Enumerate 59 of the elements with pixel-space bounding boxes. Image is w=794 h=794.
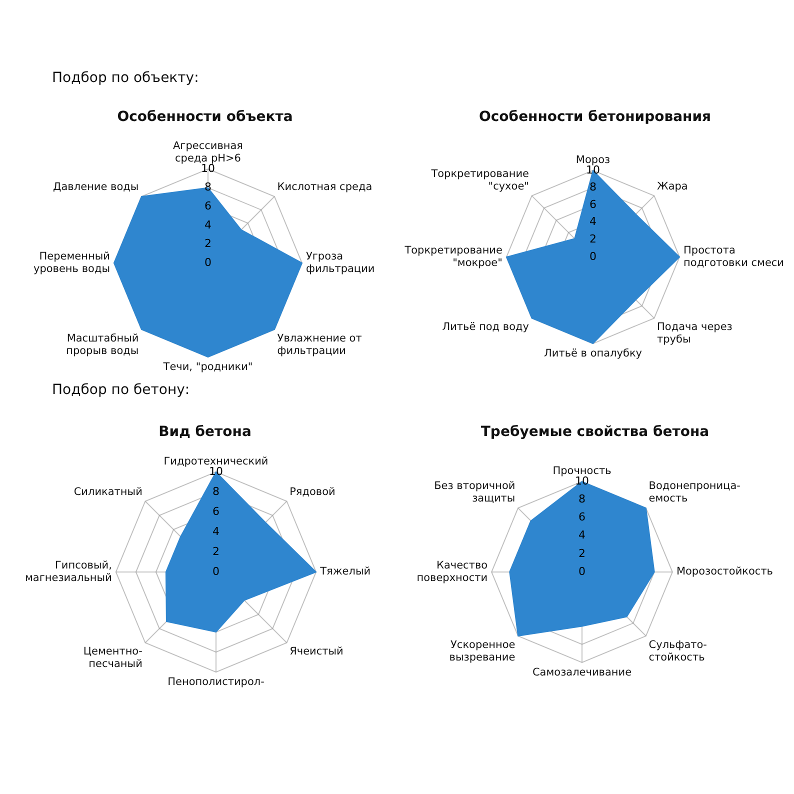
y-tick-label: 0 [204, 256, 212, 269]
y-tick-label: 6 [578, 510, 586, 524]
spoke-label: Цементно- песчаный [83, 646, 143, 670]
spoke-label: Ускоренное вызревание [449, 638, 516, 664]
spoke-label: Переменный уровень воды [33, 250, 110, 276]
spoke-label: Торкретирование "мокрое" [404, 244, 502, 270]
spoke-label: Морозостойкость [676, 566, 773, 578]
spoke-label: Литьё под воду [442, 321, 529, 334]
spoke-label: Самозалечивание [532, 666, 632, 678]
spoke-label: Ячеистый [290, 646, 344, 658]
spoke-label: Жара [657, 180, 688, 192]
y-tick-label: 4 [578, 528, 586, 542]
spoke-label: Качество поверхности [416, 559, 488, 584]
spoke-label: Мороз [576, 154, 610, 166]
spoke-label: Тяжелый [319, 566, 371, 578]
y-tick-label: 8 [578, 492, 586, 506]
y-tick-label: 4 [590, 215, 596, 228]
chart-title: Вид бетона [158, 424, 252, 440]
spoke-label: Прочность [552, 464, 612, 477]
y-tick-label: 2 [590, 232, 596, 246]
y-tick-label: 6 [590, 198, 596, 211]
spoke-label: Силикатный [74, 486, 142, 498]
spoke-label: Гидротехнический [164, 455, 268, 468]
y-tick-label: 0 [578, 564, 586, 578]
spoke-label: Масштабный прорыв воды [66, 332, 139, 357]
y-tick-label: 8 [212, 484, 220, 498]
text: Подбор по бетону: [52, 382, 190, 398]
spoke-label: Угроза фильтрации [306, 250, 375, 276]
y-tick-label: 4 [204, 218, 212, 232]
y-tick-label: 0 [212, 564, 220, 578]
spoke-label: Кислотная среда [277, 181, 372, 194]
spoke-label: Гипсовый, магнезиальный [24, 559, 112, 584]
y-tick-label: 2 [578, 546, 586, 560]
y-tick-label: 0 [590, 250, 596, 263]
spoke-label: Рядовой [290, 486, 336, 498]
y-tick-label: 2 [204, 237, 212, 250]
spoke-label: Пенополистирол- [168, 676, 265, 688]
y-tick-label: 2 [212, 544, 220, 558]
y-tick-label: 8 [590, 180, 596, 194]
spoke-label: Без вторичной защиты [434, 480, 516, 505]
y-tick-label: 6 [212, 504, 220, 518]
spoke-label: Торкретирование "сухое" [430, 168, 529, 192]
spoke-label: Течи, "родники" [162, 361, 253, 374]
y-tick-label: 10 [209, 464, 223, 478]
spoke-label: Простота подготовки смеси [684, 244, 784, 270]
spoke-label: Агрессивная среда pH>6 [173, 140, 243, 164]
chart-title: Особенности объекта [117, 109, 293, 126]
text: Подбор по объекту: [52, 70, 199, 86]
spoke-label: Литьё в опалубку [544, 348, 642, 360]
spoke-label: Увлажнение от фильтрации [277, 332, 362, 357]
y-tick-label: 10 [201, 162, 215, 175]
chart-title: Особенности бетонирования [478, 109, 712, 126]
y-tick-label: 6 [204, 199, 212, 212]
spoke-label: Давление воды [53, 181, 139, 194]
spoke-label: Водонепроница- емость [648, 480, 741, 505]
spoke-label: Сульфато- стойкость [648, 638, 708, 664]
spoke-label: Подача через трубы [657, 321, 732, 346]
chart-title: Требуемые свойства бетона [480, 424, 710, 440]
y-tick-label: 4 [212, 524, 220, 538]
